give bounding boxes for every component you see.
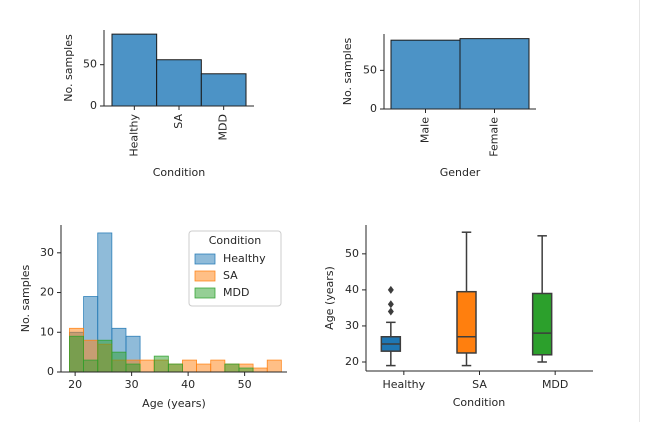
boxplot-y-tick-label: 50 — [345, 247, 359, 260]
age-hist-x-tick-label: 50 — [238, 378, 252, 391]
gender-y-tick-label: 0 — [370, 102, 377, 115]
hist-bar-sa — [139, 359, 155, 373]
bar-sa — [156, 59, 202, 107]
hist-bar-sa — [252, 367, 268, 373]
legend-box — [188, 230, 282, 307]
legend-label-sa: SA — [223, 269, 238, 282]
boxplot-x-tick-label: SA — [472, 378, 487, 391]
boxplot-y-tick-label: 40 — [345, 283, 359, 296]
legend-title: Condition — [209, 234, 262, 247]
legend-swatch-mdd — [194, 287, 216, 299]
legend-swatch-sa — [194, 270, 216, 282]
age-hist-y-tick-label: 30 — [40, 246, 54, 259]
hist-bar-sa — [196, 363, 212, 373]
age-hist-x-tick-label: 40 — [181, 378, 195, 391]
bar-healthy — [111, 33, 158, 107]
hist-bar-sa — [266, 359, 282, 373]
condition-y-tick-label: 0 — [90, 99, 97, 112]
gender-x-axis-label: Gender — [440, 166, 481, 179]
age-hist-y-tick-label: 0 — [47, 365, 54, 378]
legend-swatch-healthy — [194, 253, 216, 265]
bar-female — [459, 38, 530, 110]
hist-bar-mdd — [97, 339, 113, 373]
hist-bar-sa — [210, 359, 226, 373]
hist-bar-sa — [182, 359, 198, 373]
age-hist-y-axis-label: No. samples — [19, 264, 32, 332]
legend-label-mdd: MDD — [223, 286, 249, 299]
condition-x-tick-label: MDD — [217, 114, 230, 140]
hist-bar-mdd — [125, 363, 141, 373]
hist-bar-mdd — [224, 363, 240, 373]
box-healthy-outlier — [387, 285, 394, 294]
condition-y-axis-label: No. samples — [62, 34, 75, 102]
age-hist-x-tick-label: 30 — [125, 378, 139, 391]
right-edge-line — [639, 0, 640, 422]
gender-y-axis-label: No. samples — [341, 37, 354, 105]
boxplot-y-axis-label: Age (years) — [323, 266, 336, 330]
hist-bar-mdd — [69, 335, 84, 373]
age-hist-x-tick-label: 20 — [68, 378, 82, 391]
condition-x-axis-label: Condition — [153, 166, 206, 179]
hist-bar-mdd — [83, 359, 99, 373]
gender-x-tick-label: Male — [419, 117, 432, 143]
hist-bar-mdd — [167, 363, 183, 373]
box-healthy-outlier — [387, 300, 394, 309]
bar-mdd — [200, 73, 247, 107]
boxplot-x-tick-label: MDD — [542, 378, 568, 391]
hist-bar-mdd — [238, 367, 254, 373]
boxplot-x-tick-label: Healthy — [383, 378, 426, 391]
box-mdd — [531, 292, 553, 356]
hist-bar-mdd — [111, 351, 127, 373]
condition-x-tick-label: SA — [172, 114, 185, 129]
boxplot-y-tick-label: 20 — [345, 355, 359, 368]
bar-male — [390, 39, 461, 110]
age-hist-y-tick-label: 10 — [40, 325, 54, 338]
boxplot-y-tick-label: 30 — [345, 319, 359, 332]
age-hist-x-axis-label: Age (years) — [142, 397, 206, 410]
gender-x-tick-label: Female — [488, 117, 501, 157]
hist-bar-mdd — [153, 355, 169, 373]
gender-y-tick-label: 50 — [363, 63, 377, 76]
condition-x-tick-label: Healthy — [127, 114, 140, 157]
box-sa — [456, 290, 477, 354]
boxplot-x-axis-label: Condition — [453, 396, 506, 409]
age-hist-y-tick-label: 20 — [40, 286, 54, 299]
condition-y-tick-label: 50 — [83, 58, 97, 71]
box-healthy-outlier — [387, 307, 394, 316]
legend-label-healthy: Healthy — [223, 252, 266, 265]
